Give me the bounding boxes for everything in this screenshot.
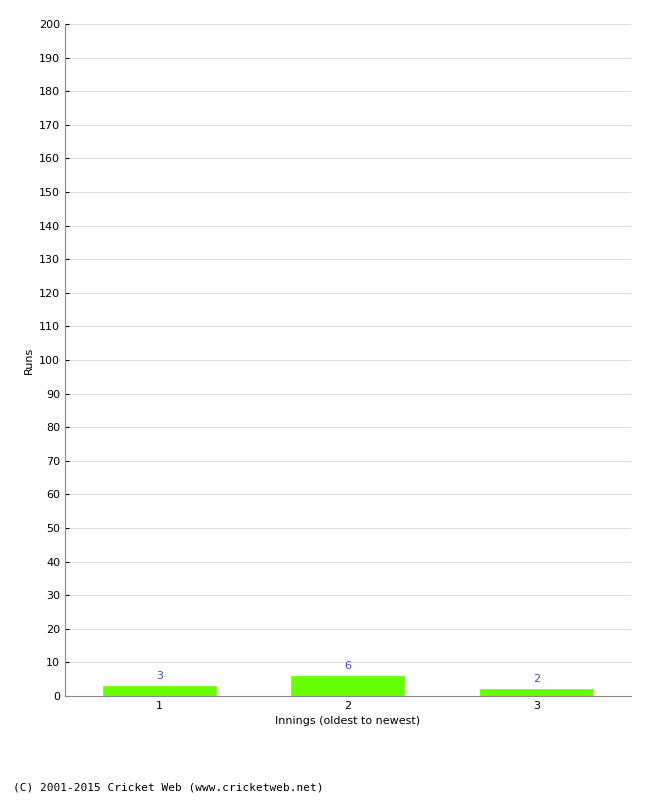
X-axis label: Innings (oldest to newest): Innings (oldest to newest) [275, 717, 421, 726]
Bar [291, 676, 404, 696]
Text: (C) 2001-2015 Cricket Web (www.cricketweb.net): (C) 2001-2015 Cricket Web (www.cricketwe… [13, 782, 324, 792]
Text: 3: 3 [156, 671, 162, 681]
Bar [480, 690, 593, 696]
Bar [103, 686, 216, 696]
Y-axis label: Runs: Runs [23, 346, 33, 374]
Text: 6: 6 [344, 661, 351, 670]
Text: 2: 2 [533, 674, 540, 684]
